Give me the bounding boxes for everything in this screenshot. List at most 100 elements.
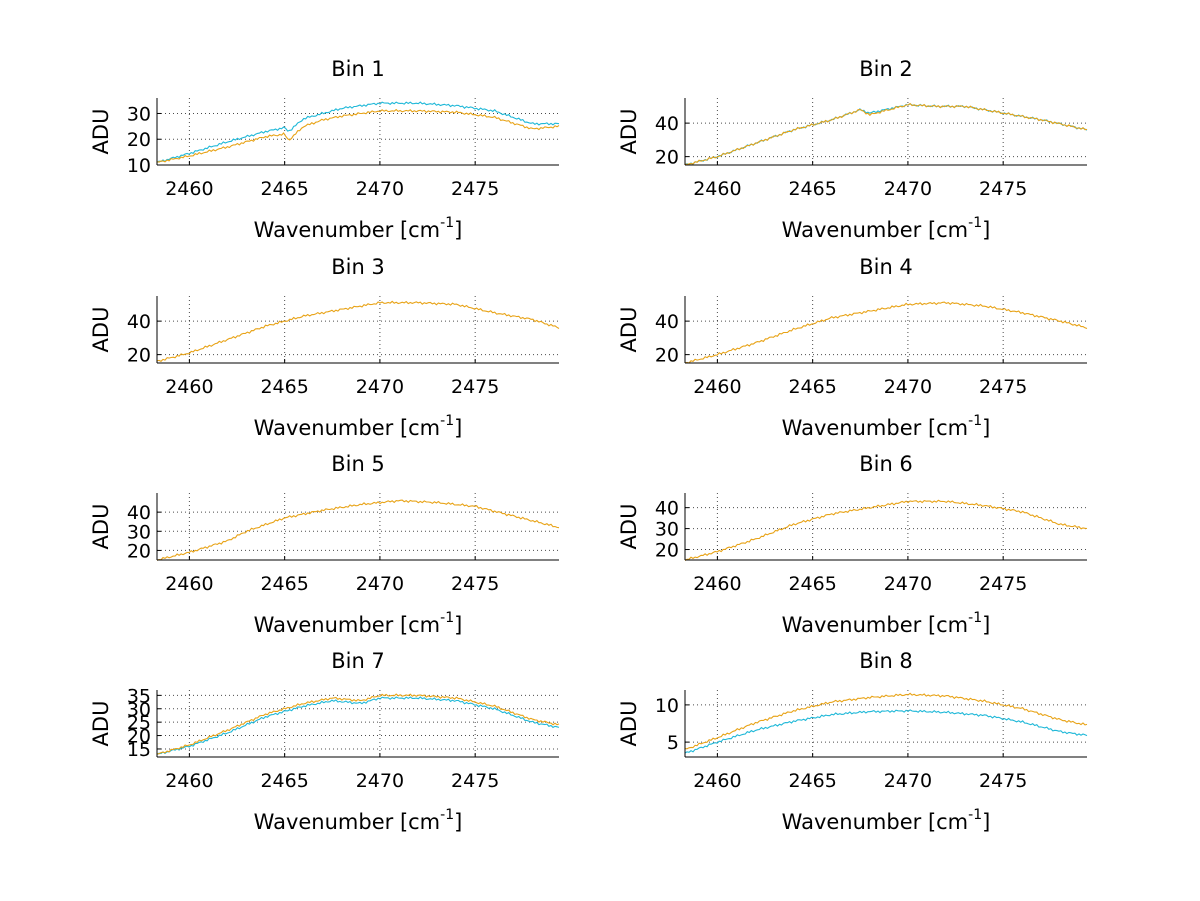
- series-line-orange: [156, 300, 560, 362]
- subplot-title: Bin 2: [859, 57, 913, 81]
- x-axis-label: Wavenumber [cm-1]: [254, 610, 463, 637]
- x-tick-label: 2475: [451, 573, 499, 595]
- x-tick-label: 2460: [693, 376, 741, 398]
- x-axis-label-end: ]: [982, 218, 990, 242]
- y-axis-label: ADU: [617, 504, 641, 550]
- series-line-orange: [684, 301, 1088, 364]
- y-tick-label: 30: [655, 519, 679, 541]
- x-tick-label: 2460: [693, 770, 741, 792]
- x-axis-label-text: Wavenumber [cm: [782, 810, 968, 834]
- subplot-title: Bin 4: [859, 255, 913, 279]
- y-tick-label: 35: [127, 685, 151, 707]
- subplot-8: Bin 8 2460 2465 2470 2475 5 10 ADU Wavenumber [c…: [617, 649, 1088, 834]
- y-axis-label: ADU: [617, 307, 641, 353]
- x-axis-label: Wavenumber [cm-1]: [782, 610, 991, 637]
- x-axis-label-end: ]: [982, 416, 990, 440]
- y-axis-label: ADU: [617, 109, 641, 155]
- x-axis-label-end: ]: [454, 810, 462, 834]
- x-tick-label: 2470: [884, 178, 932, 200]
- x-tick-label: 2460: [165, 178, 213, 200]
- x-tick-label: 2475: [979, 178, 1027, 200]
- x-axis-label-text: Wavenumber [cm: [254, 218, 440, 242]
- subplot-3: Bin 3 2460 2465 2470 2475 20 40 ADU Wavenumber […: [89, 255, 560, 440]
- x-tick-label: 2465: [788, 178, 836, 200]
- subplot-title: Bin 5: [331, 452, 385, 476]
- x-axis-label: Wavenumber [cm-1]: [254, 413, 463, 440]
- x-tick-label: 2470: [356, 573, 404, 595]
- x-tick-label: 2470: [356, 376, 404, 398]
- x-tick-label: 2475: [979, 770, 1027, 792]
- x-axis-label: Wavenumber [cm-1]: [782, 215, 991, 242]
- x-axis-label: Wavenumber [cm-1]: [254, 215, 463, 242]
- y-tick-label: 40: [655, 498, 679, 520]
- x-axis-label-text: Wavenumber [cm: [254, 613, 440, 637]
- x-axis-label-sup: -1: [968, 610, 982, 626]
- subplot-4: Bin 4 2460 2465 2470 2475 20 40 ADU Wavenumber […: [617, 255, 1088, 440]
- x-axis-label-end: ]: [454, 613, 462, 637]
- y-axis-label: ADU: [89, 109, 113, 155]
- x-axis-label-sup: -1: [968, 807, 982, 823]
- x-axis-label-sup: -1: [440, 413, 454, 429]
- x-tick-label: 2460: [165, 573, 213, 595]
- x-tick-label: 2475: [451, 376, 499, 398]
- y-axis-label: ADU: [89, 504, 113, 550]
- y-tick-label: 30: [127, 699, 151, 721]
- y-tick-label: 10: [127, 155, 151, 177]
- series-line-orange: [684, 102, 1088, 166]
- y-tick-label: 20: [127, 540, 151, 562]
- x-tick-label: 2465: [260, 573, 308, 595]
- x-axis-label-end: ]: [982, 810, 990, 834]
- x-tick-label: 2465: [788, 376, 836, 398]
- y-axis-label: ADU: [89, 307, 113, 353]
- y-tick-label: 30: [127, 103, 151, 125]
- y-tick-label: 40: [127, 311, 151, 333]
- x-axis-label-end: ]: [454, 218, 462, 242]
- x-tick-label: 2475: [979, 376, 1027, 398]
- y-tick-label: 20: [655, 345, 679, 367]
- series-line-cyan: [156, 101, 560, 163]
- y-tick-label: 15: [127, 739, 151, 761]
- x-tick-label: 2465: [788, 573, 836, 595]
- subplot-1: Bin 1 2460 2465 2470 2475 10 20 30 ADU Wavenumber…: [89, 57, 560, 242]
- x-tick-label: 2470: [884, 376, 932, 398]
- x-axis-label-end: ]: [982, 613, 990, 637]
- x-axis-label-text: Wavenumber [cm: [254, 810, 440, 834]
- y-tick-label: 40: [655, 113, 679, 135]
- x-axis-label-sup: -1: [440, 215, 454, 231]
- subplot-title: Bin 7: [331, 649, 385, 673]
- x-axis-label-text: Wavenumber [cm: [782, 218, 968, 242]
- y-tick-label: 20: [127, 345, 151, 367]
- x-axis-label-sup: -1: [440, 807, 454, 823]
- x-axis-label-text: Wavenumber [cm: [782, 613, 968, 637]
- x-tick-label: 2475: [451, 178, 499, 200]
- y-tick-label: 20: [127, 726, 151, 748]
- x-axis-label-sup: -1: [968, 215, 982, 231]
- y-tick-label: 20: [655, 540, 679, 562]
- x-tick-label: 2460: [693, 178, 741, 200]
- series-line-orange: [156, 499, 560, 561]
- x-tick-label: 2465: [260, 178, 308, 200]
- x-axis-label-sup: -1: [968, 413, 982, 429]
- series-line-cyan: [156, 696, 560, 755]
- x-tick-label: 2465: [260, 376, 308, 398]
- x-axis-label: Wavenumber [cm-1]: [782, 413, 991, 440]
- y-tick-label: 25: [127, 712, 151, 734]
- subplot-title: Bin 6: [859, 452, 913, 476]
- x-tick-label: 2460: [693, 573, 741, 595]
- y-tick-label: 40: [127, 502, 151, 524]
- x-axis-label-text: Wavenumber [cm: [254, 416, 440, 440]
- x-tick-label: 2470: [356, 770, 404, 792]
- y-tick-label: 20: [127, 129, 151, 151]
- series-line-orange: [684, 499, 1088, 561]
- y-tick-label: 10: [655, 695, 679, 717]
- x-tick-label: 2465: [260, 770, 308, 792]
- series-line-cyan: [684, 709, 1088, 754]
- x-axis-label-sup: -1: [440, 610, 454, 626]
- x-axis-label: Wavenumber [cm-1]: [254, 807, 463, 834]
- x-tick-label: 2465: [788, 770, 836, 792]
